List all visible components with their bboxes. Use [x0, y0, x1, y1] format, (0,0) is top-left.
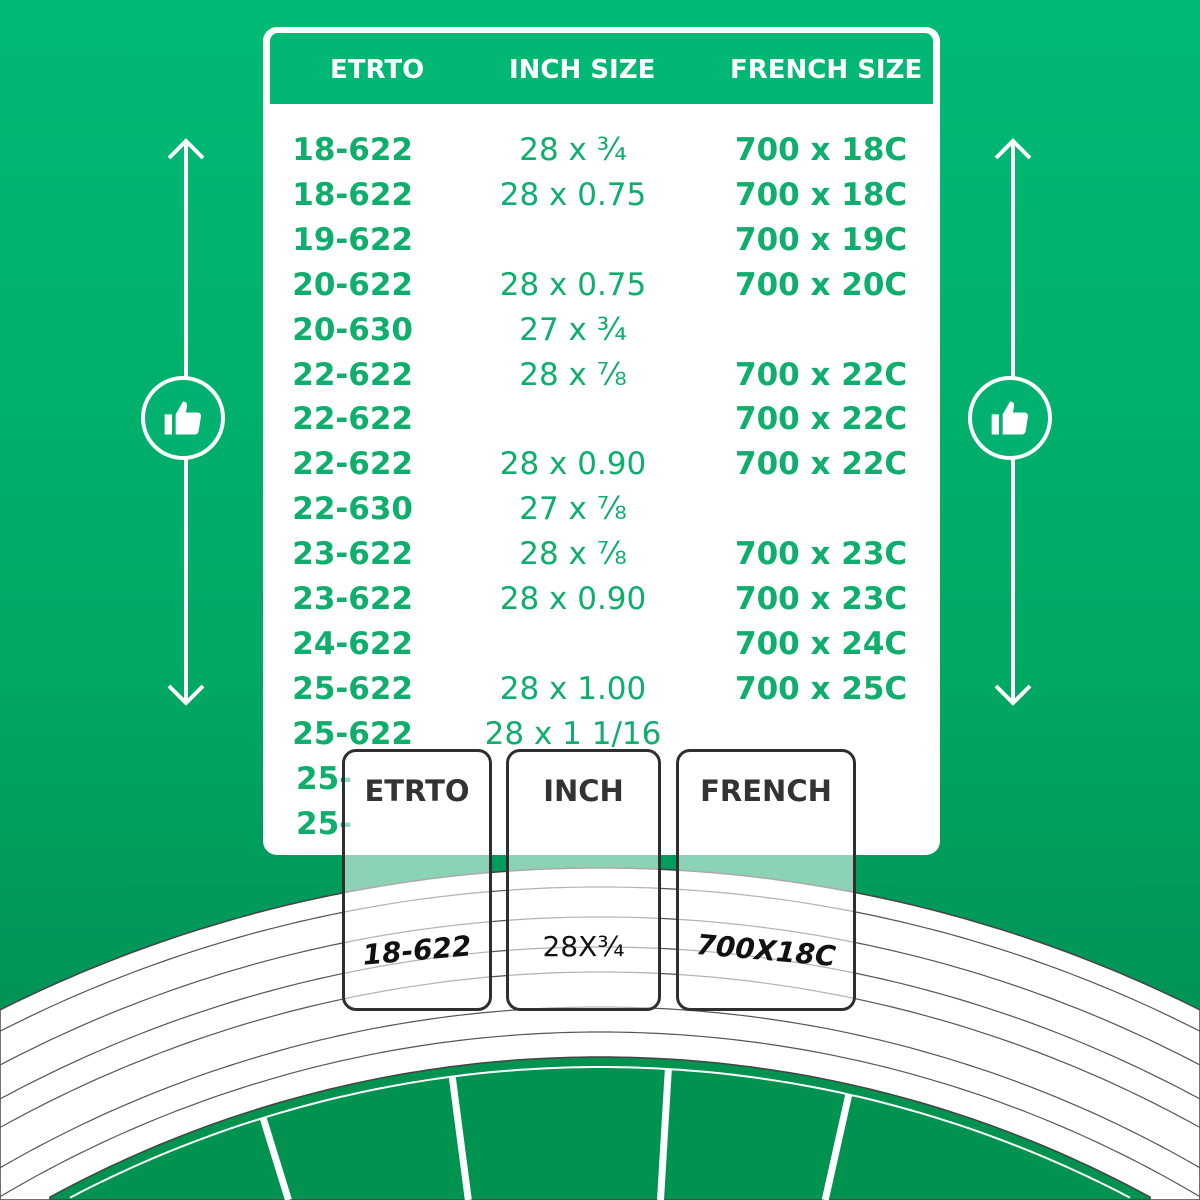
cell-inch: 28 x 0.75 [499, 266, 647, 303]
cell-french: 700 x 18C [735, 176, 908, 213]
cell-etrto: 22-630 [292, 491, 413, 528]
header-etrto: ETRTO [330, 55, 425, 85]
inch-label-card: INCH 28X¾ [506, 749, 661, 1011]
cell-inch: 27 x ⅞ [519, 491, 627, 528]
french-label-title: FRENCH [700, 774, 832, 808]
wheel-spoke [656, 1068, 672, 1200]
etrto-label-value: 18-622 [361, 929, 473, 972]
cell-etrto: 20-630 [292, 311, 413, 348]
inch-label-title: INCH [543, 774, 624, 808]
cell-french: 700 x 22C [735, 446, 908, 483]
etrto-label-title: ETRTO [364, 774, 470, 808]
table-header: ETRTO INCH SIZE FRENCH SIZE [270, 33, 933, 104]
cell-french: 700 x 20C [735, 266, 908, 303]
thumbs-up-icon [141, 376, 225, 460]
table-row: 18-622 28 x 0.75 700 x 18C [263, 177, 940, 221]
table-row: 20-622 28 x 0.75 700 x 20C [263, 267, 940, 311]
cell-french: 700 x 22C [735, 401, 908, 438]
cell-etrto: 18-622 [292, 132, 413, 168]
cell-etrto: 22-622 [292, 446, 413, 483]
cell-etrto: 23-622 [292, 536, 413, 573]
cell-etrto: 18-622 [292, 176, 413, 213]
tire-groove [0, 1031, 1200, 1198]
right-arrow-indicator [968, 138, 1052, 706]
cell-inch: 28 x ¾ [519, 132, 627, 168]
header-inch-size: INCH SIZE [509, 55, 656, 85]
cell-etrto: 24-622 [292, 625, 413, 662]
table-row: 18-622 28 x ¾ 700 x 18C [263, 132, 940, 176]
cell-etrto: 22-622 [292, 356, 413, 393]
cell-french: 700 x 23C [735, 536, 908, 573]
inch-label-value: 28X¾ [542, 930, 625, 963]
cell-inch: 28 x 0.75 [499, 176, 647, 213]
french-label-card: FRENCH 700X18C [676, 749, 856, 1011]
cell-french: 700 x 19C [735, 221, 908, 258]
etrto-label-card: ETRTO 18-622 [342, 749, 492, 1011]
table-row: 25-622 28 x 1.00 700 x 25C [263, 671, 940, 715]
cell-inch: 28 x ⅞ [519, 536, 627, 573]
table-row: 22-622 28 x ⅞ 700 x 22C [263, 357, 940, 401]
cell-etrto: 20-622 [292, 266, 413, 303]
wheel-spoke [448, 1076, 472, 1200]
table-row: 22-630 27 x ⅞ [263, 491, 940, 535]
cell-french: 700 x 18C [735, 132, 908, 168]
table-row: 24-622 700 x 24C [263, 626, 940, 670]
cell-french: 700 x 25C [735, 670, 908, 707]
cell-etrto: 19-622 [292, 221, 413, 258]
table-row: 25-622 28 x 1 1/16 [263, 716, 940, 760]
left-arrow-indicator [141, 138, 225, 706]
cell-inch: 28 x 0.90 [499, 581, 647, 617]
table-row: 23-622 28 x 0.90 700 x 23C [263, 581, 940, 625]
cell-etrto: 23-622 [292, 581, 413, 617]
cell-french: 700 x 23C [735, 581, 908, 617]
cell-inch: 28 x 1.00 [499, 670, 647, 707]
cell-french: 700 x 22C [735, 356, 908, 393]
table-row: 22-622 700 x 22C [263, 401, 940, 445]
cell-inch: 27 x ¾ [519, 311, 627, 348]
header-french-size: FRENCH SIZE [730, 55, 923, 85]
wheel-rim-edge [69, 1066, 1131, 1199]
cell-etrto: 22-622 [292, 401, 413, 438]
cell-inch: 28 x 1 1/16 [484, 715, 662, 752]
table-row: 22-622 28 x 0.90 700 x 22C [263, 446, 940, 490]
cell-etrto: 25-622 [292, 670, 413, 707]
cell-french: 700 x 24C [735, 625, 908, 662]
wheel-spoke [821, 1093, 853, 1200]
wheel-spoke [259, 1116, 292, 1200]
size-table: ETRTO INCH SIZE FRENCH SIZE 18-622 28 x ¾… [263, 27, 940, 855]
wheel-rim [49, 1056, 1151, 1200]
cell-etrto: 25-622 [292, 715, 413, 752]
cell-inch: 28 x 0.90 [499, 446, 647, 483]
thumbs-up-icon [968, 376, 1052, 460]
table-row: 19-622 700 x 19C [263, 222, 940, 266]
cell-inch: 28 x ⅞ [519, 356, 627, 393]
table-row: 20-630 27 x ¾ [263, 312, 940, 356]
table-row: 23-622 28 x ⅞ 700 x 23C [263, 536, 940, 580]
french-label-value: 700X18C [695, 927, 837, 974]
